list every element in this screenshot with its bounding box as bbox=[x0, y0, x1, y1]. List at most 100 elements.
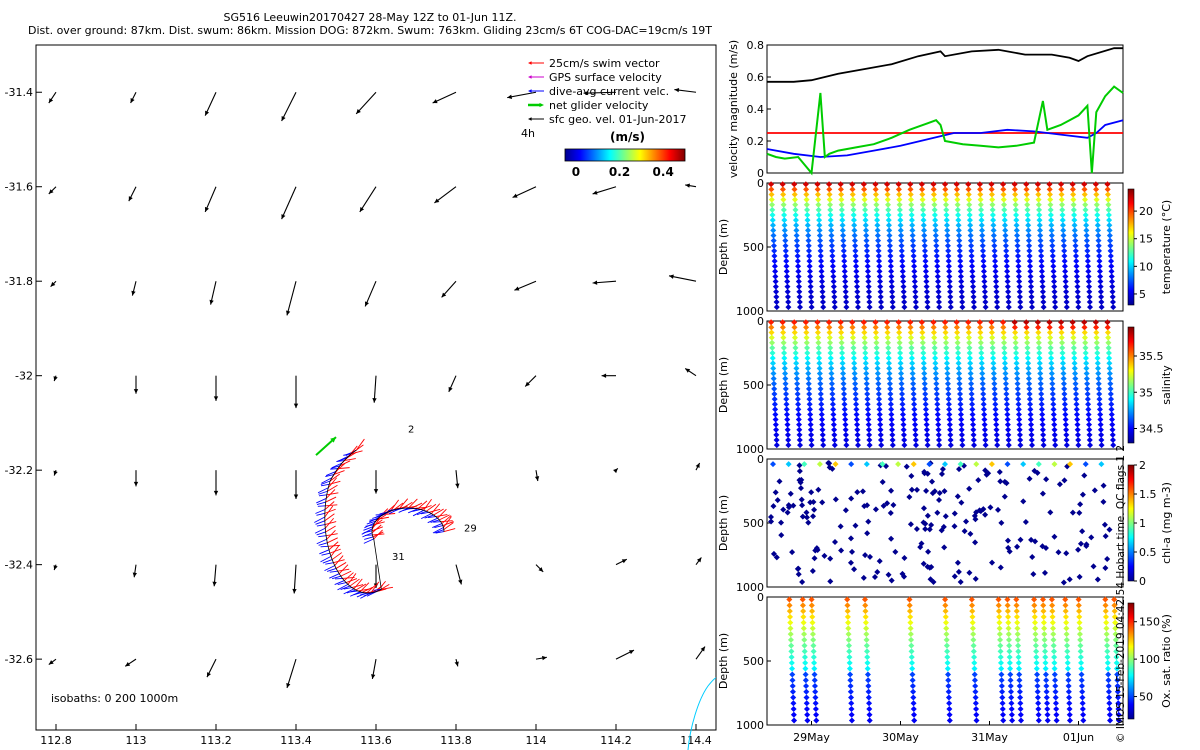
temperature-point bbox=[888, 273, 895, 280]
oxygen-point bbox=[1000, 717, 1007, 724]
salinity-point bbox=[875, 390, 882, 397]
temperature-point bbox=[1084, 242, 1091, 249]
salinity-point bbox=[838, 334, 845, 341]
salinity-point bbox=[1001, 355, 1008, 362]
salinity-point bbox=[907, 324, 914, 331]
salinity-point bbox=[831, 442, 838, 449]
geo-vector-head bbox=[286, 682, 291, 688]
temperature-point bbox=[1037, 237, 1044, 244]
temperature-point bbox=[979, 247, 986, 254]
temperature-point bbox=[911, 273, 918, 280]
temperature-point bbox=[935, 293, 942, 300]
salinity-point bbox=[1069, 319, 1076, 326]
salinity-point bbox=[862, 355, 869, 362]
temperature-point bbox=[784, 283, 791, 290]
salinity-point bbox=[803, 334, 810, 341]
temperature-point bbox=[1039, 273, 1046, 280]
oxygen-point bbox=[946, 706, 953, 712]
oxygen-point bbox=[972, 688, 979, 695]
salinity-point bbox=[942, 329, 949, 336]
chla-point bbox=[1063, 550, 1070, 557]
salinity-point bbox=[860, 319, 867, 326]
salinity-point bbox=[837, 319, 844, 326]
salinity-point bbox=[779, 324, 786, 331]
oxygen-point bbox=[811, 671, 818, 678]
oxygen-point bbox=[799, 596, 806, 603]
temperature-point bbox=[989, 206, 996, 213]
temperature-point bbox=[958, 288, 965, 295]
oxygen-point bbox=[995, 608, 1002, 615]
salinity-point bbox=[990, 360, 997, 367]
temperature-point bbox=[819, 299, 826, 306]
salinity-point bbox=[911, 416, 918, 423]
swim-vector bbox=[330, 545, 340, 557]
panel-colorbar-tick-label: 35 bbox=[1139, 386, 1153, 399]
temperature-point bbox=[1097, 283, 1104, 290]
chla-point bbox=[848, 535, 855, 542]
salinity-point bbox=[896, 344, 903, 351]
oxygen-point bbox=[863, 642, 870, 649]
salinity-point bbox=[897, 350, 904, 356]
salinity-point bbox=[1094, 350, 1101, 356]
oxygen-point bbox=[845, 619, 852, 626]
chla-point bbox=[1028, 536, 1035, 543]
salinity-point bbox=[1036, 350, 1043, 356]
temperature-point bbox=[993, 278, 1000, 285]
oxygen-point bbox=[1076, 625, 1083, 632]
salinity-point bbox=[920, 344, 927, 351]
salinity-point bbox=[921, 380, 928, 387]
temperature-point bbox=[967, 227, 974, 234]
salinity-point bbox=[958, 426, 965, 433]
geo-vector bbox=[293, 564, 297, 594]
temperature-point bbox=[908, 201, 915, 208]
geo-vector-head bbox=[204, 206, 209, 212]
salinity-point bbox=[1108, 401, 1115, 408]
temperature-point bbox=[980, 268, 987, 275]
temperature-point bbox=[924, 293, 931, 300]
salinity-point bbox=[907, 329, 914, 336]
temperature-point bbox=[884, 191, 891, 198]
salinity-point bbox=[924, 437, 931, 444]
oxygen-point bbox=[1111, 613, 1118, 620]
oxygen-point bbox=[997, 648, 1004, 655]
oxygen-point bbox=[802, 677, 809, 684]
oxygen-point bbox=[787, 636, 794, 643]
temperature-point bbox=[1096, 258, 1103, 265]
temperature-point bbox=[970, 288, 977, 295]
chla-point bbox=[778, 519, 785, 526]
temperature-point bbox=[981, 283, 988, 290]
salinity-point bbox=[1001, 360, 1008, 367]
chla-point bbox=[1051, 533, 1058, 540]
oxygen-point bbox=[786, 608, 793, 615]
temperature-point bbox=[896, 196, 903, 203]
chla-point bbox=[888, 535, 895, 542]
salinity-point bbox=[784, 431, 791, 438]
salinity-point bbox=[886, 380, 893, 387]
oxygen-point bbox=[1105, 682, 1112, 689]
chla-point bbox=[848, 495, 855, 502]
temperature-point bbox=[803, 186, 810, 193]
oxygen-point bbox=[1053, 706, 1060, 712]
temperature-point bbox=[1013, 227, 1020, 234]
temperature-point bbox=[1071, 222, 1078, 229]
dac-vector bbox=[320, 483, 330, 487]
map-x-tick-label: 114.4 bbox=[680, 734, 712, 747]
salinity-point bbox=[841, 390, 848, 397]
temperature-point bbox=[944, 237, 951, 244]
salinity-point bbox=[785, 442, 792, 449]
chla-point bbox=[860, 574, 867, 581]
oxygen-point bbox=[1004, 608, 1011, 615]
salinity-point bbox=[808, 442, 815, 449]
salinity-point bbox=[931, 350, 938, 356]
oxygen-point bbox=[865, 688, 872, 695]
oxygen-point bbox=[1034, 677, 1041, 684]
oxygen-point bbox=[1049, 613, 1056, 620]
temperature-point bbox=[946, 268, 953, 275]
salinity-point bbox=[1071, 355, 1078, 362]
temperature-point bbox=[842, 288, 849, 295]
salinity-point bbox=[991, 385, 998, 392]
temperature-point bbox=[805, 237, 812, 244]
salinity-point bbox=[911, 411, 918, 418]
temperature-point bbox=[878, 304, 885, 311]
salinity-point bbox=[965, 319, 972, 326]
